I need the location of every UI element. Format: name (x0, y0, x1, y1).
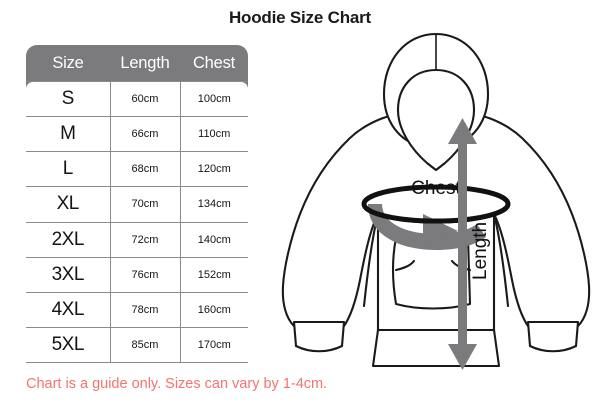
hoodie-hem-band (371, 328, 501, 368)
cell-chest: 100cm (179, 80, 248, 118)
cell-size: 3XL (26, 256, 111, 293)
cell-chest: 152cm (179, 256, 248, 293)
cell-length: 60cm (109, 80, 181, 118)
table-header-row: Size Length Chest (26, 45, 248, 82)
size-chart-table: Size Length Chest S 60cm 100cm M 66cm 11… (26, 45, 248, 364)
cell-length: 70cm (109, 186, 181, 223)
cell-chest: 140cm (179, 221, 248, 258)
cell-length: 72cm (109, 221, 181, 258)
column-header-chest: Chest (192, 53, 236, 72)
table-row: 2XL 72cm 140cm (26, 221, 248, 258)
page-title: Hoodie Size Chart (228, 8, 372, 27)
length-arrow (448, 118, 477, 370)
length-label: Length (470, 222, 491, 280)
column-header-length: Length (120, 53, 170, 72)
cell-chest: 134cm (179, 186, 248, 223)
cell-chest: 120cm (179, 151, 248, 188)
cell-size: 4XL (26, 291, 111, 328)
cell-length: 85cm (109, 326, 181, 364)
hoodie-cuff-right (526, 320, 580, 353)
cell-chest: 160cm (179, 291, 248, 328)
table-row: 5XL 85cm 170cm (26, 326, 248, 364)
chest-label: Chest (411, 178, 461, 199)
cell-size: XL (26, 186, 111, 223)
table-row: L 68cm 120cm (26, 151, 248, 188)
table-row: 3XL 76cm 152cm (26, 256, 248, 293)
cell-size: L (26, 151, 111, 188)
cell-chest: 170cm (179, 326, 248, 364)
hoodie-cuff-left (292, 320, 346, 353)
cell-length: 76cm (109, 256, 181, 293)
table-row: 4XL 78cm 160cm (26, 291, 248, 328)
disclaimer-note: Chart is a guide only. Sizes can vary by… (26, 376, 328, 392)
cell-length: 78cm (109, 291, 181, 328)
cell-length: 66cm (109, 116, 181, 153)
hoodie-face-opening (396, 68, 476, 172)
cell-size: M (26, 116, 111, 153)
column-header-size: Size (52, 53, 84, 72)
chest-ring-front (362, 203, 510, 224)
cell-length: 68cm (109, 151, 181, 188)
table-row: M 66cm 110cm (26, 116, 248, 153)
table-row: XL 70cm 134cm (26, 186, 248, 223)
table-row: S 60cm 100cm (26, 80, 248, 118)
cell-size: 2XL (26, 221, 111, 258)
cell-chest: 110cm (179, 116, 248, 153)
cell-size: S (26, 80, 111, 118)
cell-size: 5XL (26, 326, 111, 364)
hoodie-diagram: Chest Length (272, 18, 600, 378)
size-chart-table-container: Size Length Chest S 60cm 100cm M 66cm 11… (26, 45, 248, 364)
